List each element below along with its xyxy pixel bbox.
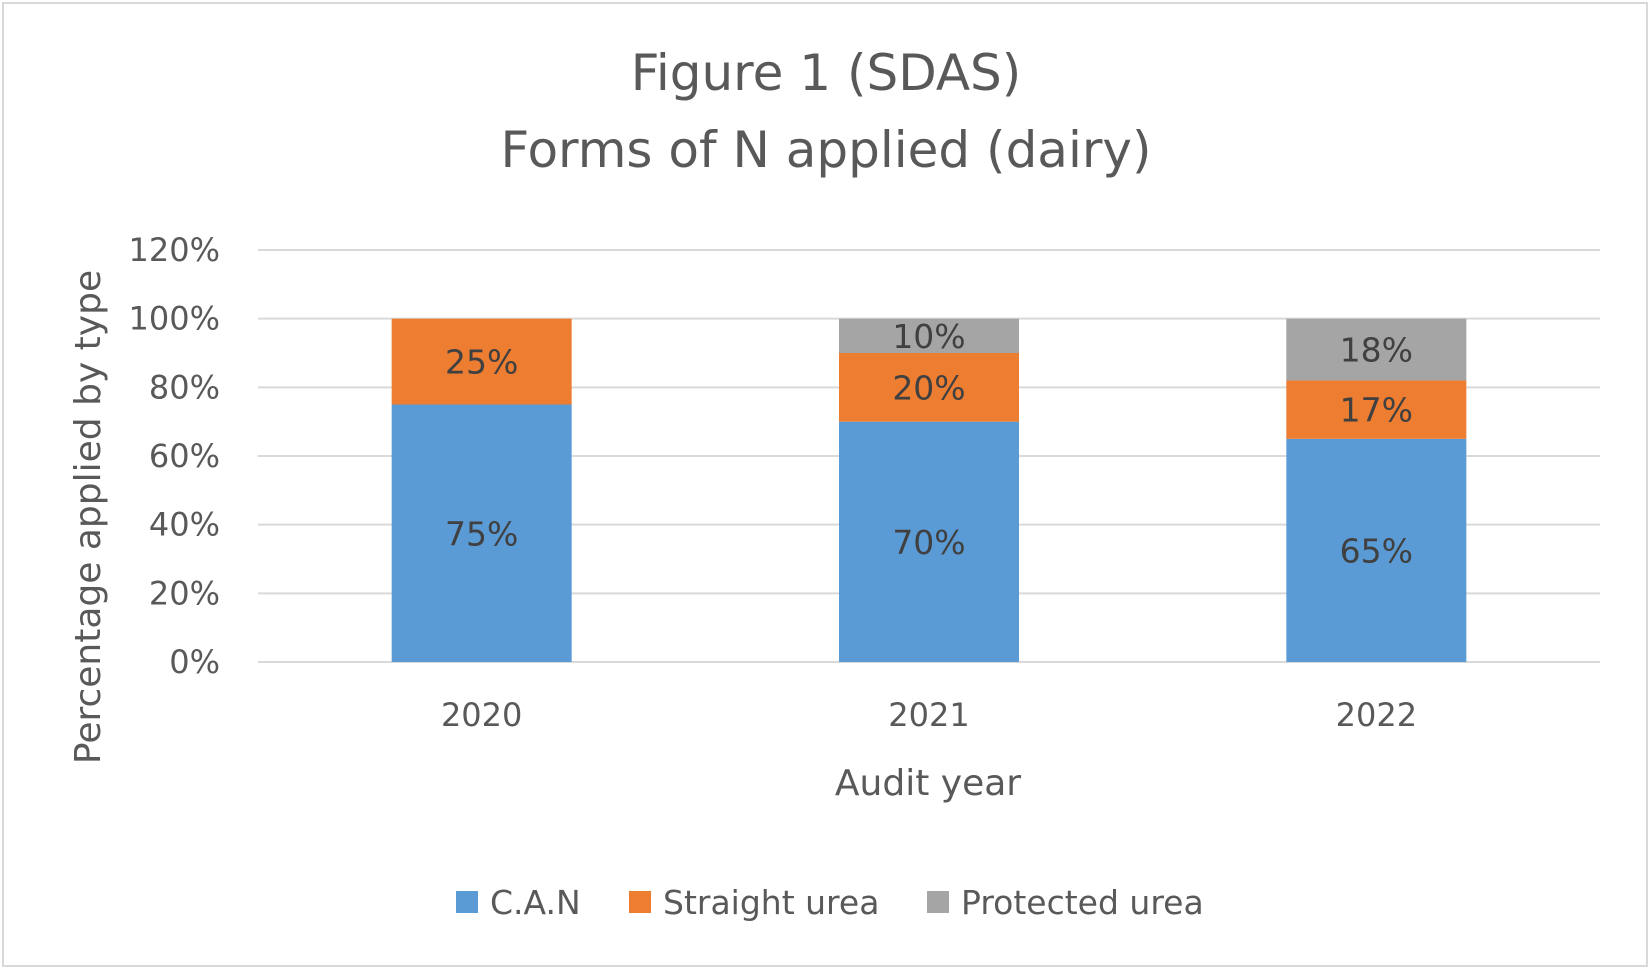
bar-protected-urea-2022	[1286, 318, 1467, 381]
bar-straight-urea-2020	[391, 318, 572, 405]
legend-item-straight-urea: Straight urea	[629, 883, 879, 922]
legend-label: Protected urea	[961, 883, 1204, 922]
bar-c-a-n-2021	[839, 421, 1019, 662]
data-label: 75%	[445, 514, 518, 553]
legend-label: C.A.N	[490, 883, 581, 922]
legend-item-c-a-n: C.A.N	[456, 883, 581, 922]
data-label: 10%	[892, 317, 965, 356]
y-tick-label: 0%	[169, 643, 220, 681]
chart-title-line-2: Forms of N applied (dairy)	[500, 121, 1151, 179]
data-label: 25%	[445, 343, 518, 382]
legend-swatch	[456, 891, 478, 913]
y-tick-label: 20%	[149, 574, 220, 612]
data-label: 65%	[1340, 531, 1413, 570]
bar-c-a-n-2022	[1286, 438, 1467, 662]
x-axis-label: Audit year	[835, 763, 1021, 804]
legend: C.A.N Straight urea Protected urea	[456, 883, 1204, 922]
bar-protected-urea-2021	[839, 318, 1019, 353]
bar-straight-urea-2022	[1286, 380, 1467, 439]
bar-straight-urea-2021	[839, 353, 1019, 422]
y-axis-label: Percentage applied by type	[68, 270, 109, 764]
y-tick-label: 40%	[149, 506, 220, 544]
data-label: 17%	[1340, 391, 1413, 430]
bars	[391, 318, 1467, 662]
legend-item-protected-urea: Protected urea	[927, 883, 1204, 922]
data-labels: 75% 25% 70% 20% 10% 65% 17% 18%	[445, 317, 1413, 571]
legend-swatch	[927, 891, 949, 913]
data-label: 18%	[1340, 331, 1413, 370]
bar-c-a-n-2020	[391, 404, 572, 662]
data-label: 20%	[892, 368, 965, 407]
chart-title-line-1: Figure 1 (SDAS)	[631, 44, 1022, 102]
x-tick-label: 2021	[888, 696, 969, 734]
x-axis-ticks: 2020 2021 2022	[441, 696, 1417, 734]
legend-swatch	[629, 891, 651, 913]
y-axis-ticks: 0% 20% 40% 60% 80% 100% 120%	[129, 231, 220, 681]
chart-title: Figure 1 (SDAS) Forms of N applied (dair…	[500, 44, 1151, 179]
x-tick-label: 2020	[441, 696, 522, 734]
y-tick-label: 60%	[149, 437, 220, 475]
y-tick-label: 120%	[129, 231, 220, 269]
y-tick-label: 80%	[149, 368, 220, 406]
legend-label: Straight urea	[663, 883, 879, 922]
x-tick-label: 2022	[1336, 696, 1417, 734]
data-label: 70%	[892, 523, 965, 562]
y-tick-label: 100%	[129, 300, 220, 338]
